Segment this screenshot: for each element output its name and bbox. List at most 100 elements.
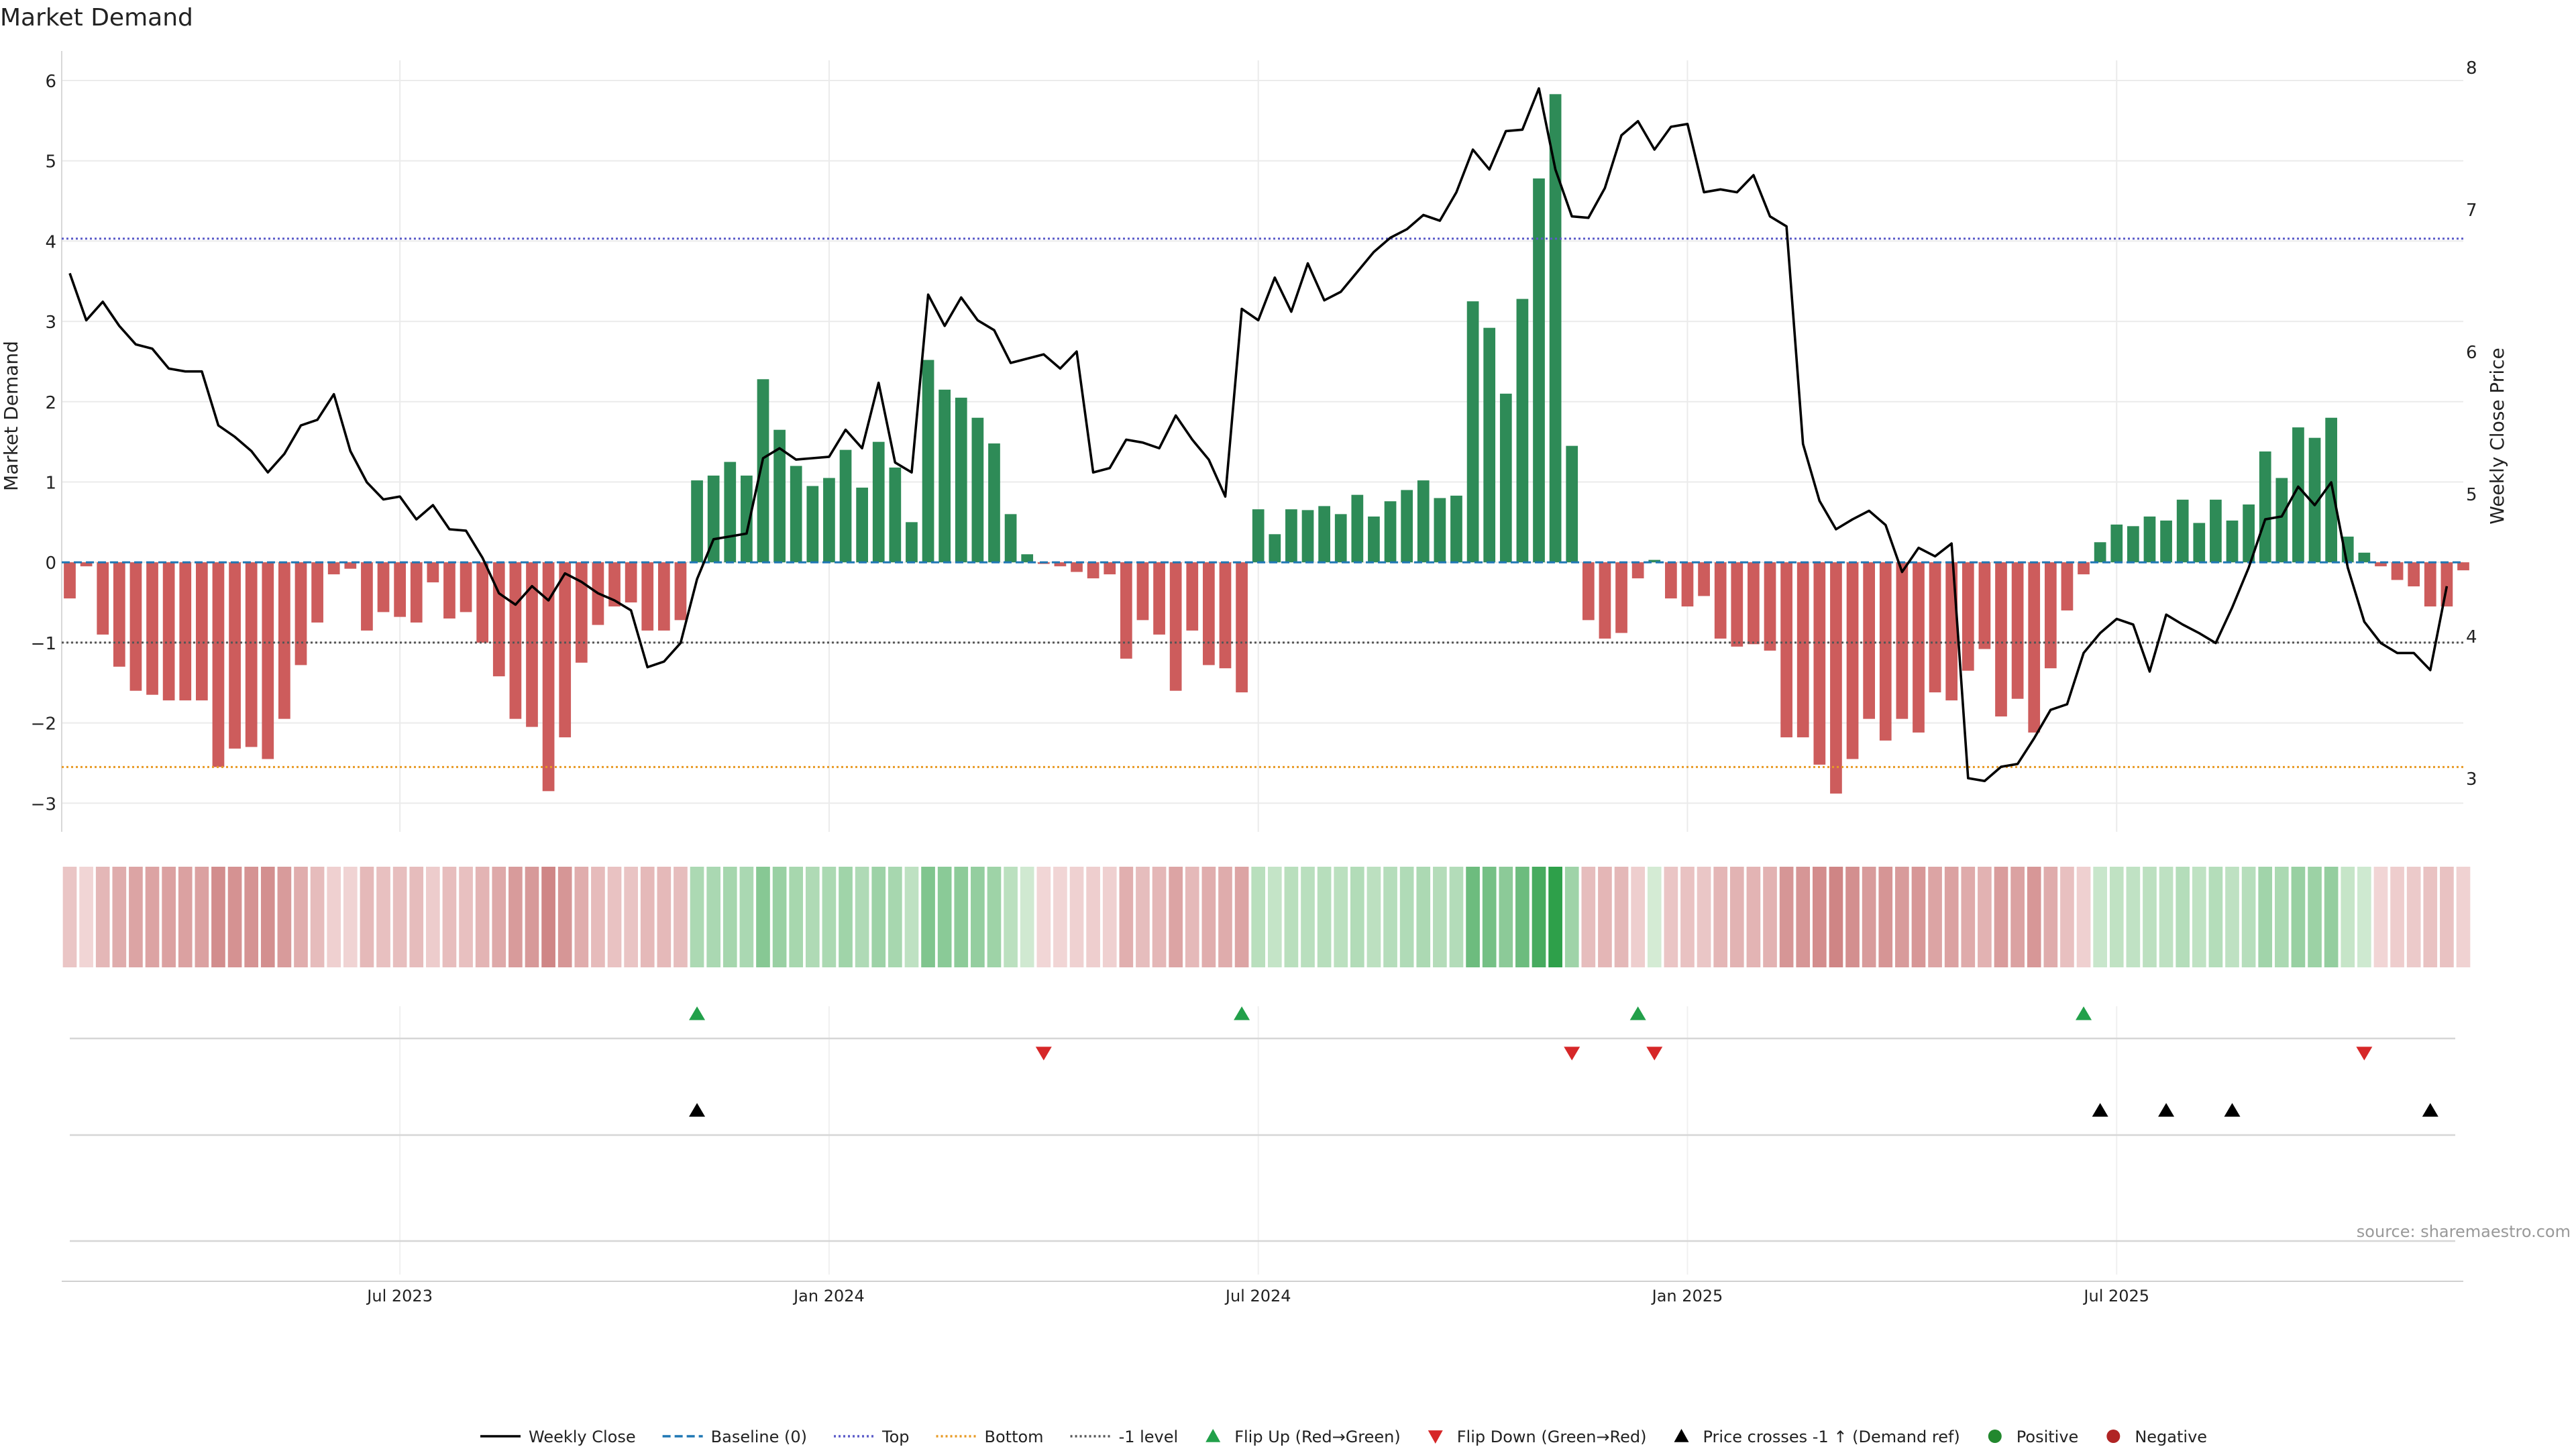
bar-negative — [1879, 562, 1892, 741]
bar-negative — [1120, 562, 1132, 659]
bar-negative — [1764, 562, 1776, 651]
strip-cell — [2010, 867, 2025, 967]
bar-negative — [1169, 562, 1182, 691]
y-tick-label: 1 — [45, 474, 56, 494]
strip-cell — [1036, 867, 1051, 967]
price-cross-marker — [2092, 1103, 2108, 1117]
bar-negative — [2391, 562, 2404, 580]
bar-positive — [724, 462, 737, 563]
bar-positive — [2160, 520, 2172, 563]
bar-positive — [988, 443, 1000, 563]
bar-negative — [327, 562, 340, 575]
strip-cell — [343, 867, 358, 967]
bar-negative — [97, 562, 109, 635]
strip-cell — [1944, 867, 1959, 967]
strip-cell — [1961, 867, 1976, 967]
strip-cell — [392, 867, 407, 967]
strip-cell — [1267, 867, 1282, 967]
x-tick-label: Jan 2025 — [1651, 1287, 1723, 1305]
bar-positive — [1417, 480, 1430, 563]
y-tick-label: −2 — [31, 714, 56, 735]
y-ticks-right: 8 7 6 5 4 3 — [2466, 58, 2477, 790]
strip-cell — [904, 867, 919, 967]
bar-negative — [2408, 562, 2420, 587]
flip-up-marker — [2076, 1006, 2092, 1020]
strip-cell — [1482, 867, 1497, 967]
strip-cell — [871, 867, 886, 967]
bar-positive — [889, 467, 902, 563]
bar-negative — [1995, 562, 2007, 717]
strip-cell — [1614, 867, 1629, 967]
strip-cell — [1020, 867, 1034, 967]
bar-negative — [1945, 562, 1958, 701]
bar-positive — [2226, 520, 2239, 563]
flip-down-marker — [1035, 1046, 1052, 1061]
y-tick-label: −3 — [31, 794, 56, 814]
strip-cell — [2406, 867, 2421, 967]
strip-cell — [244, 867, 259, 967]
legend-item: Top — [834, 1428, 910, 1446]
strip-cell — [954, 867, 969, 967]
strip-cell — [1928, 867, 1942, 967]
legend-swatch — [1674, 1429, 1689, 1442]
strip-cell — [657, 867, 672, 967]
strip-cell — [492, 867, 506, 967]
bar-positive — [1499, 393, 1512, 563]
bar-negative — [1896, 562, 1909, 719]
y-tick-label: 4 — [45, 232, 56, 252]
bar-negative — [492, 562, 505, 677]
bar-negative — [1962, 562, 1974, 671]
bar-negative — [377, 562, 390, 612]
bar-positive — [2243, 504, 2255, 563]
bar-negative — [1698, 562, 1710, 596]
x-tick-label: Jul 2023 — [366, 1287, 433, 1305]
price-cross-marker — [2422, 1103, 2438, 1117]
flip-down-marker — [1564, 1046, 1580, 1061]
bar-negative — [1830, 562, 1842, 794]
strip-cell — [327, 867, 341, 967]
strip-cell — [1499, 867, 1513, 967]
strip-cell — [409, 867, 424, 967]
bar-negative — [1913, 562, 1925, 733]
strip-cell — [971, 867, 985, 967]
legend-label: Positive — [2017, 1428, 2079, 1446]
strip-cell — [1004, 867, 1018, 967]
bar-positive — [872, 441, 885, 563]
strip-cell — [1862, 867, 1876, 967]
strip-cell — [95, 867, 110, 967]
strip-cell — [624, 867, 638, 967]
y-tick-label: 3 — [45, 313, 56, 333]
strip-cell — [607, 867, 622, 967]
strip-cell — [1334, 867, 1348, 967]
bar-negative — [1780, 562, 1792, 738]
strip-cell — [1416, 867, 1431, 967]
bar-negative — [476, 562, 489, 643]
strip-cell — [1119, 867, 1134, 967]
bar-negative — [113, 562, 125, 667]
strip-cell — [1680, 867, 1695, 967]
strip-cell — [2159, 867, 2174, 967]
y-tick-label: 6 — [45, 72, 56, 92]
price-cross-marker — [2158, 1103, 2175, 1117]
bar-positive — [2176, 499, 2189, 563]
strip-cell — [1647, 867, 1662, 967]
strip-cell — [1366, 867, 1381, 967]
bar-negative — [1665, 562, 1677, 599]
y-axis-label-left: Market Demand — [0, 341, 22, 491]
bar-positive — [1252, 509, 1265, 563]
bar-negative — [2457, 562, 2469, 571]
y-tick-label: 0 — [45, 553, 56, 574]
strip-cell — [1102, 867, 1117, 967]
legend-label: Weekly Close — [529, 1428, 636, 1446]
strip-cell — [591, 867, 605, 967]
bar-positive — [1285, 509, 1297, 563]
bar-negative — [146, 562, 158, 695]
strip-cell — [79, 867, 93, 967]
bar-negative — [2424, 562, 2436, 607]
bar-positive — [1318, 506, 1330, 563]
bar-positive — [906, 522, 918, 563]
strip-cell — [2440, 867, 2454, 967]
legend-item: Flip Down (Green→Red) — [1428, 1428, 1647, 1446]
x-tick-label: Jul 2025 — [2082, 1287, 2149, 1305]
bar-positive — [790, 466, 802, 563]
